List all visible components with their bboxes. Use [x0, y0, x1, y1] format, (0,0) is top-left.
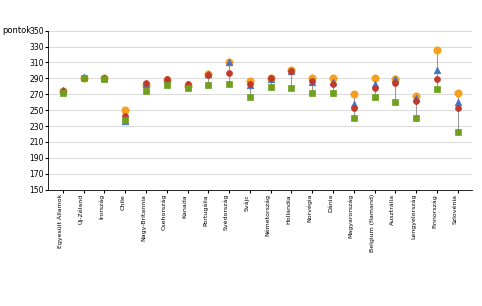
Point — [371, 81, 378, 86]
Point — [80, 76, 87, 81]
Point — [454, 100, 462, 105]
Point — [163, 77, 171, 82]
Point — [121, 108, 129, 113]
Point — [267, 75, 275, 80]
Point — [184, 85, 191, 90]
Point — [413, 98, 420, 103]
Point — [350, 116, 358, 121]
Point — [184, 84, 191, 89]
Point — [246, 95, 254, 100]
Point — [121, 117, 129, 122]
Point — [80, 74, 87, 79]
Point — [288, 69, 295, 74]
Point — [371, 85, 378, 90]
Point — [433, 67, 441, 72]
Point — [391, 81, 399, 86]
Point — [454, 130, 462, 135]
Point — [204, 72, 212, 77]
Point — [184, 81, 191, 86]
Point — [454, 90, 462, 95]
Point — [225, 70, 233, 75]
Point — [371, 95, 378, 100]
Point — [413, 116, 420, 121]
Point — [391, 100, 399, 105]
Point — [142, 89, 150, 94]
Point — [80, 75, 87, 80]
Point — [80, 75, 87, 80]
Point — [329, 91, 337, 96]
Point — [308, 90, 316, 95]
Point — [267, 77, 275, 82]
Point — [163, 77, 171, 82]
Point — [308, 78, 316, 83]
Point — [100, 76, 108, 81]
Point — [142, 81, 150, 86]
Point — [184, 81, 191, 86]
Point — [163, 82, 171, 87]
Point — [413, 93, 420, 98]
Point — [163, 77, 171, 82]
Point — [121, 113, 129, 118]
Point — [329, 75, 337, 80]
Point — [59, 89, 67, 94]
Point — [142, 83, 150, 88]
Point — [246, 82, 254, 87]
Point — [59, 88, 67, 93]
Point — [225, 59, 233, 64]
Point — [100, 76, 108, 81]
Point — [204, 73, 212, 78]
Point — [454, 105, 462, 110]
Point — [204, 71, 212, 76]
Point — [59, 91, 67, 96]
Point — [350, 92, 358, 97]
Point — [288, 67, 295, 72]
Point — [121, 118, 129, 123]
Point — [329, 80, 337, 85]
Point — [308, 80, 316, 85]
Point — [59, 89, 67, 94]
Point — [433, 86, 441, 91]
Point — [204, 83, 212, 88]
Point — [225, 59, 233, 64]
Point — [267, 75, 275, 80]
Point — [225, 81, 233, 86]
Point — [350, 105, 358, 110]
Point — [391, 77, 399, 82]
Point — [350, 101, 358, 106]
Point — [288, 85, 295, 90]
Text: pontok: pontok — [2, 26, 31, 35]
Point — [433, 47, 441, 52]
Point — [246, 78, 254, 83]
Point — [288, 69, 295, 74]
Point — [371, 75, 378, 80]
Point — [100, 77, 108, 82]
Point — [308, 75, 316, 80]
Point — [391, 77, 399, 82]
Point — [329, 81, 337, 86]
Point — [246, 81, 254, 86]
Point — [100, 75, 108, 80]
Point — [433, 77, 441, 82]
Point — [413, 96, 420, 101]
Point — [267, 85, 275, 90]
Point — [142, 81, 150, 86]
